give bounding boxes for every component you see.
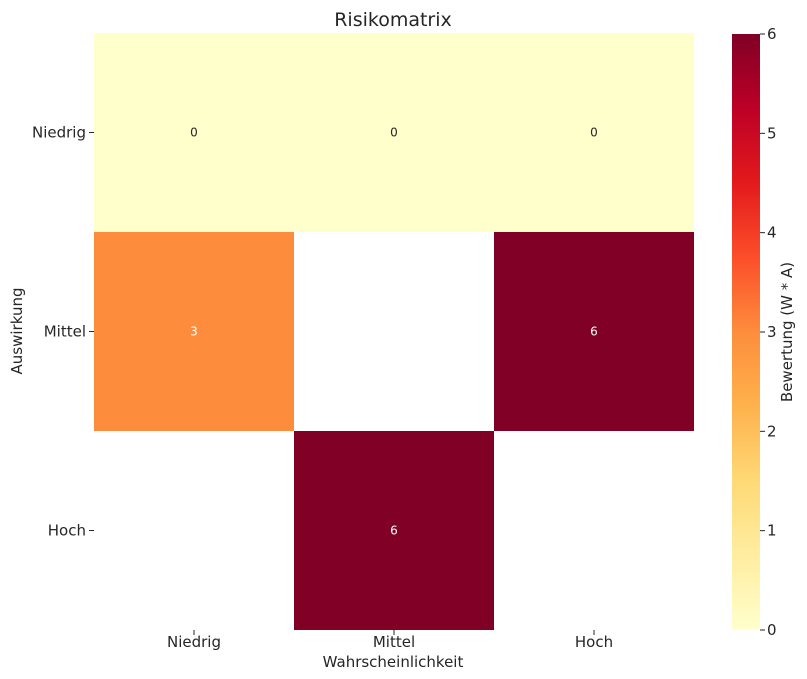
- heatmap-cell: [294, 33, 494, 232]
- cell-value-label: 3: [190, 325, 198, 339]
- colorbar-tick-label: 5: [767, 124, 777, 142]
- cell-value-label: 0: [190, 126, 198, 140]
- x-axis-label: Wahrscheinlichkeit: [323, 653, 464, 671]
- colorbar-label: Bewertung (W * A): [778, 262, 796, 402]
- y-tick-label: Hoch: [48, 522, 86, 540]
- chart-title: Risikomatrix: [334, 9, 452, 31]
- cell-value-label: 0: [590, 126, 598, 140]
- colorbar-tick-label: 4: [767, 224, 777, 242]
- x-tick-label: Niedrig: [167, 633, 221, 651]
- y-axis-ticks: Niedrig Mittel Hoch: [32, 124, 94, 540]
- heatmap-cell: [494, 232, 694, 431]
- colorbar-tick-label: 6: [767, 25, 777, 43]
- heatmap-cell: [94, 33, 294, 232]
- x-axis-ticks: Niedrig Mittel Hoch: [167, 630, 613, 651]
- heatmap-cell: [294, 431, 494, 630]
- x-tick-label: Mittel: [373, 633, 415, 651]
- colorbar: [732, 34, 760, 630]
- y-tick-label: Mittel: [44, 323, 86, 341]
- cell-value-label: 6: [390, 524, 398, 538]
- colorbar-tick-label: 2: [767, 422, 777, 440]
- cell-value-label: 6: [590, 325, 598, 339]
- x-tick-label: Hoch: [575, 633, 613, 651]
- cell-value-label: 0: [390, 126, 398, 140]
- y-axis-label: Auswirkung: [8, 288, 26, 375]
- heatmap-cell: [94, 232, 294, 431]
- colorbar-ticks: 0 1 2 3 4 5 6: [760, 25, 777, 639]
- colorbar-tick-label: 3: [767, 323, 777, 341]
- colorbar-tick-label: 0: [767, 621, 777, 639]
- y-tick-label: Niedrig: [32, 124, 86, 142]
- heatmap-cell: [494, 33, 694, 232]
- colorbar-tick-label: 1: [767, 522, 777, 540]
- heatmap-cells: 0 0 0 3 6 6: [94, 33, 694, 630]
